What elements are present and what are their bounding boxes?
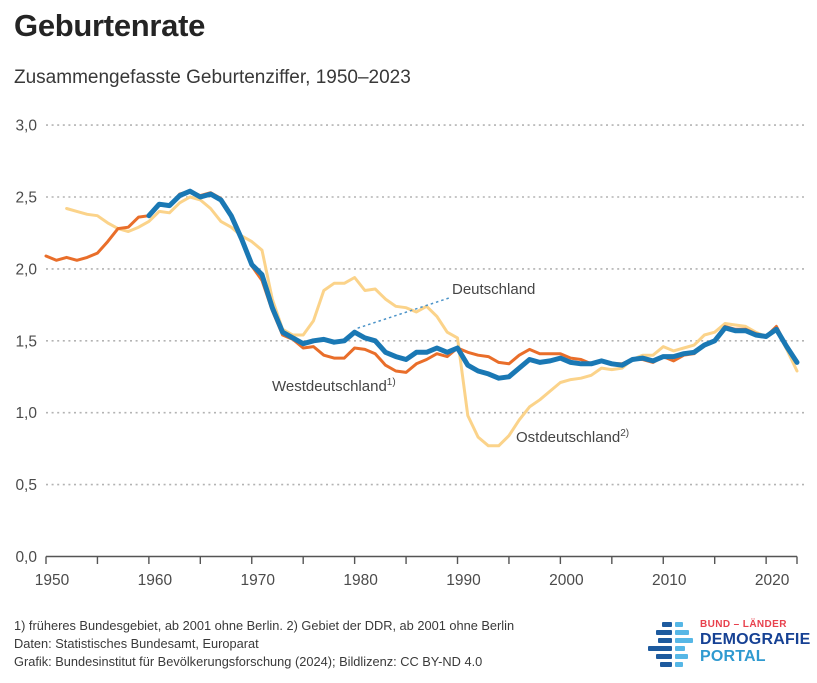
footnote-line-3: Grafik: Bundesinstitut für Bevölkerungsf… [14,654,483,669]
x-tick-label-1960: 1960 [138,572,173,589]
x-tick-label-2000: 2000 [549,572,584,589]
logo-bund-laender: BUND – LÄNDER [700,619,787,630]
y-tick-label-0,5: 0,5 [15,477,37,494]
y-tick-label-2,0: 2,0 [15,261,37,278]
logo-demografie: DEMOGRAFIE [700,631,811,648]
ostdeutschland-footnote-marker: 2) [620,428,630,439]
series-label-ostdeutschland: Ostdeutschland2) [516,428,629,446]
chart-subtitle: Zusammengefasste Geburtenziffer, 1950–20… [14,67,411,88]
x-tick-label-1980: 1980 [343,572,378,589]
page-title: Geburtenrate [14,8,206,43]
x-tick-label-1990: 1990 [446,572,481,589]
y-tick-label-1,0: 1,0 [15,405,37,422]
series-line-deutschland [146,188,800,381]
series-line-westdeutschland [44,189,799,374]
series-label-deutschland: Deutschland [452,281,535,298]
series-line-ostdeutschland [65,195,799,448]
logo-portal: PORTAL [700,648,766,665]
demografie-portal-logo-icon [648,619,694,670]
y-tick-label-0,0: 0,0 [15,549,37,566]
y-tick-label-1,5: 1,5 [15,333,37,350]
westdeutschland-footnote-marker: 1) [386,377,396,388]
series-label-ostdeutschland-text: Ostdeutschland [516,429,621,446]
x-tick-label-2020: 2020 [755,572,790,589]
series-label-deutschland-text: Deutschland [452,281,536,298]
y-tick-label-2,5: 2,5 [15,190,37,207]
demografie-portal-logo-text: BUND – LÄNDER DEMOGRAFIE PORTAL [700,619,810,665]
series-label-westdeutschland: Westdeutschland1) [272,377,396,395]
x-tick-label-1950: 1950 [35,572,70,589]
series-label-westdeutschland-text: Westdeutschland [272,378,387,395]
x-tick-label-1970: 1970 [241,572,276,589]
footnotes: 1) früheres Bundesgebiet, ab 2001 ohne B… [14,617,514,671]
footnote-line-2: Daten: Statistisches Bundesamt, Europara… [14,636,259,651]
x-tick-label-2010: 2010 [652,572,687,589]
y-tick-label-3,0: 3,0 [15,118,37,135]
demografie-portal-logo: BUND – LÄNDER DEMOGRAFIE PORTAL [648,619,810,670]
footnote-line-1: 1) früheres Bundesgebiet, ab 2001 ohne B… [14,618,515,633]
